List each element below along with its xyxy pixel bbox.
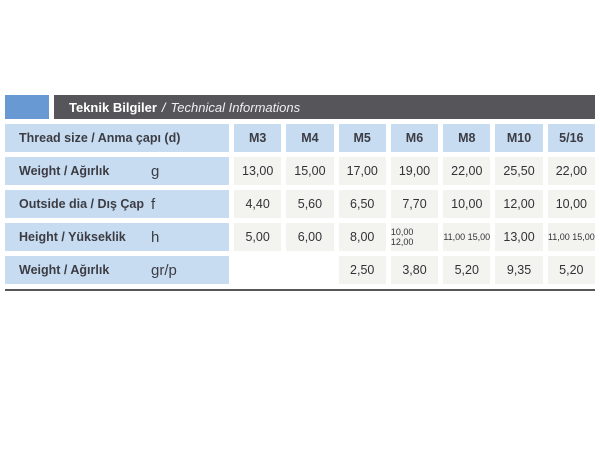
- value-cell-5-16: 10,00: [547, 190, 595, 218]
- table-row-weight-g: Weight / Ağırlık g 13,00 15,00 17,00 19,…: [5, 157, 595, 185]
- table-row-outside-dia: Outside dia / Dış Çap f 4,40 5,60 6,50 7…: [5, 190, 595, 218]
- column-header-m8: M8: [443, 124, 491, 152]
- value-cell-m4: 5,60: [286, 190, 334, 218]
- column-header-m5: M5: [338, 124, 386, 152]
- value-cell-m10: 9,35: [495, 256, 543, 284]
- title-turkish: Teknik Bilgiler: [69, 99, 157, 115]
- column-header-5-16: 5/16: [547, 124, 595, 152]
- value-cell-m6: 3,80: [390, 256, 439, 284]
- row-label: Weight / Ağırlık: [19, 164, 110, 178]
- value-cell-m8: 5,20: [443, 256, 491, 284]
- value-cell-5-16: 11,00 15,00: [547, 223, 595, 251]
- row-label-cell: Outside dia / Dış Çap f: [5, 190, 229, 218]
- title-english: Technical Informations: [170, 99, 301, 115]
- row-symbol: gr/p: [151, 261, 177, 279]
- column-header-m10: M10: [495, 124, 543, 152]
- value-cell-m10: 12,00: [495, 190, 543, 218]
- value-cell-5-16: 5,20: [547, 256, 595, 284]
- value-cell-m4: 6,00: [286, 223, 334, 251]
- value-cell-m3: 4,40: [234, 190, 282, 218]
- value-cell-5-16: 22,00: [547, 157, 595, 185]
- row-label-cell: Height / Yükseklik h: [5, 223, 229, 251]
- value-cell-m8: 10,00: [443, 190, 491, 218]
- header-label-cell: Thread size / Anma çapı (d): [5, 124, 229, 152]
- table-header-row: Thread size / Anma çapı (d) M3 M4 M5 M6 …: [5, 124, 595, 152]
- row-label: Height / Yükseklik: [19, 230, 126, 244]
- row-label: Weight / Ağırlık: [19, 263, 110, 277]
- row-label-cell: Weight / Ağırlık gr/p: [5, 256, 229, 284]
- value-cell-m6: 7,70: [390, 190, 439, 218]
- value-cell-m4: [286, 256, 333, 284]
- title-bar: Teknik Bilgiler / Technical Informations: [5, 95, 595, 119]
- row-symbol: h: [151, 228, 160, 246]
- value-cell-m4: 15,00: [286, 157, 334, 185]
- value-cell-m5: 17,00: [338, 157, 386, 185]
- value-cell-m6: 10,00 12,00: [390, 223, 439, 251]
- header-label: Thread size / Anma çapı (d): [19, 131, 181, 145]
- technical-info-panel: Teknik Bilgiler / Technical Informations…: [5, 95, 595, 291]
- value-cell-m10: 25,50: [495, 157, 543, 185]
- table-row-weight-grp: Weight / Ağırlık gr/p 2,50 3,80 5,20 9,3…: [5, 256, 595, 284]
- value-cell-m5: 2,50: [338, 256, 386, 284]
- bottom-border-line: [5, 289, 595, 291]
- title-separator: /: [161, 99, 166, 115]
- column-header-m6: M6: [390, 124, 439, 152]
- column-header-m4: M4: [286, 124, 334, 152]
- title-accent-square: [5, 95, 49, 119]
- value-cell-m3: [234, 256, 281, 284]
- table-row-height: Height / Yükseklik h 5,00 6,00 8,00 10,0…: [5, 223, 595, 251]
- row-symbol: f: [151, 195, 156, 213]
- title-bar-background: Teknik Bilgiler / Technical Informations: [54, 95, 595, 119]
- value-cell-m8: 22,00: [443, 157, 491, 185]
- value-cell-m5: 8,00: [338, 223, 386, 251]
- value-cell-m3: 5,00: [234, 223, 282, 251]
- value-cell-m10: 13,00: [495, 223, 543, 251]
- value-cell-m3: 13,00: [234, 157, 282, 185]
- row-symbol: g: [151, 162, 160, 180]
- row-label-cell: Weight / Ağırlık g: [5, 157, 229, 185]
- value-cell-m5: 6,50: [338, 190, 386, 218]
- column-header-m3: M3: [234, 124, 282, 152]
- row-label: Outside dia / Dış Çap: [19, 197, 145, 211]
- value-cell-m8: 11,00 15,00: [443, 223, 491, 251]
- value-cell-m6: 19,00: [390, 157, 439, 185]
